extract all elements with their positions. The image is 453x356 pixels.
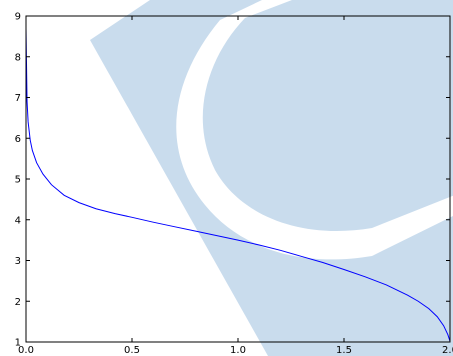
y-tick-label: 1 [15, 338, 21, 349]
ticks-layer [25, 15, 451, 343]
y-tick-label: 2 [15, 297, 21, 308]
background-shape-core [202, 0, 453, 231]
y-tick-label: 8 [15, 52, 21, 63]
series-line-0 [25, 28, 451, 342]
y-tick-label: 4 [15, 215, 21, 226]
y-tick-label: 6 [15, 134, 21, 145]
series-layer [25, 28, 451, 342]
background-shape [90, 0, 453, 356]
x-tick-label: 1.5 [336, 345, 352, 356]
x-tick-label: 0.0 [18, 345, 34, 356]
x-tick-label: 2.0 [442, 345, 453, 356]
x-tick-label: 0.5 [124, 345, 140, 356]
y-tick-label: 9 [15, 12, 21, 23]
x-tick-label: 1.0 [230, 345, 246, 356]
y-tick-label: 7 [15, 93, 21, 104]
y-tick-label: 3 [15, 256, 21, 267]
tick-labels-layer: 0.0 0.5 1.0 1.5 2.0 1 2 3 4 5 6 7 8 9 [15, 12, 453, 356]
y-tick-label: 5 [15, 175, 21, 186]
